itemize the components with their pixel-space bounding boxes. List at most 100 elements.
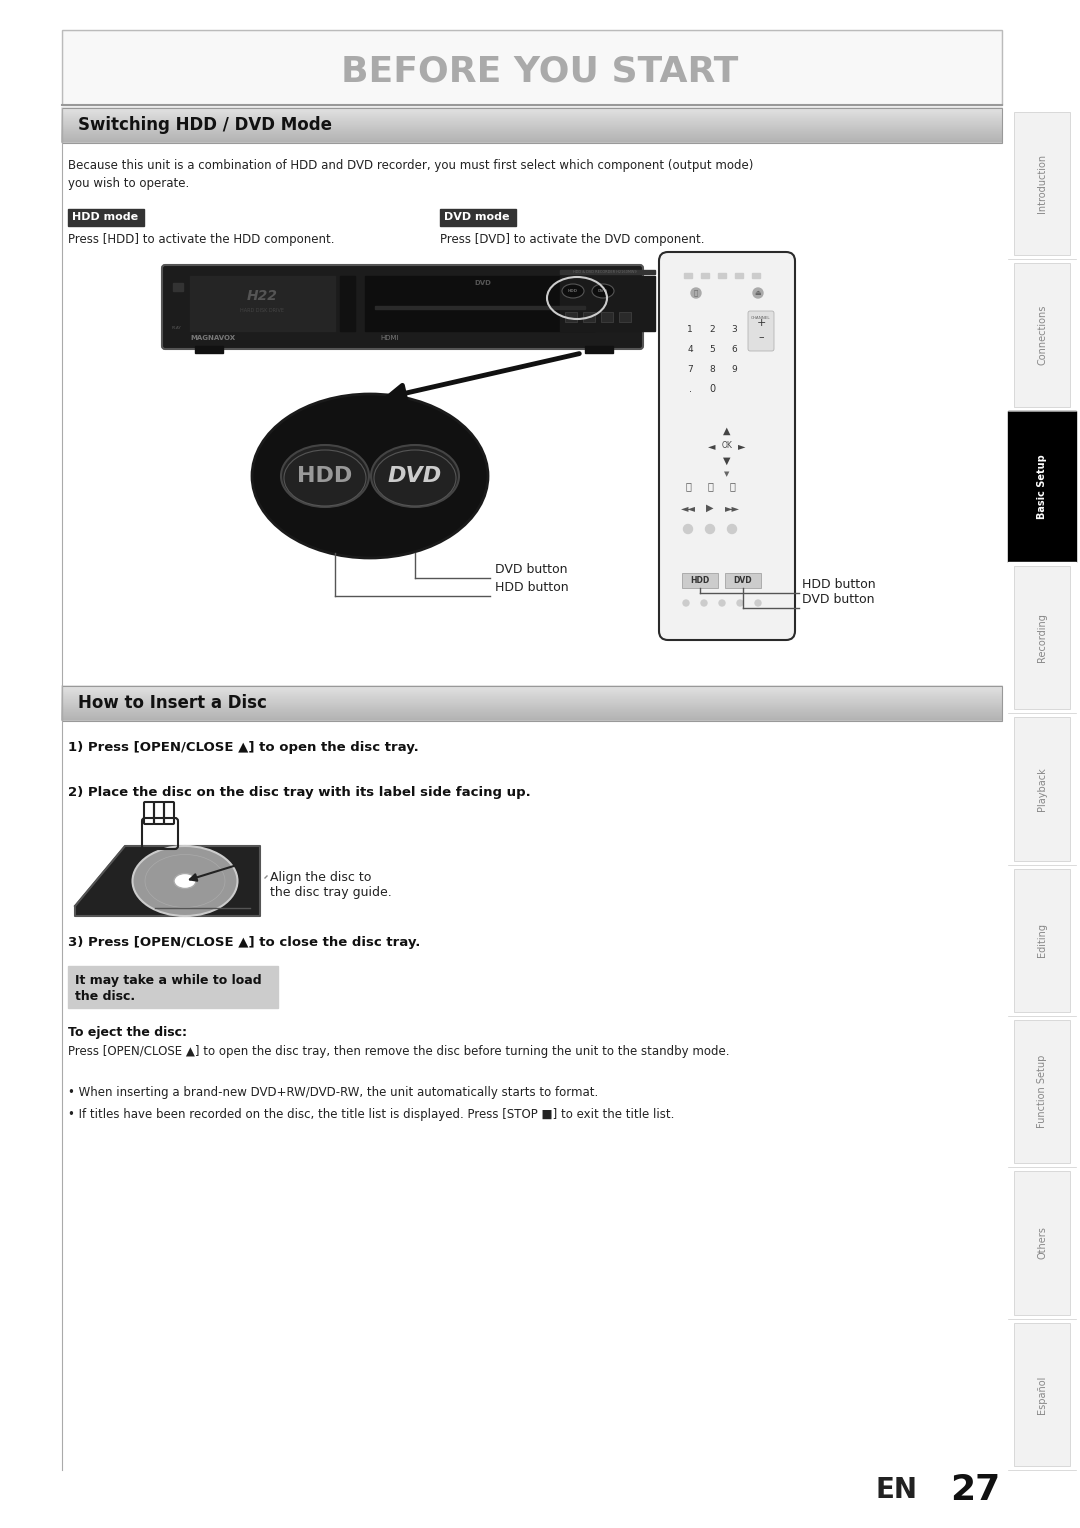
Text: Switching HDD / DVD Mode: Switching HDD / DVD Mode <box>78 116 332 134</box>
Bar <box>684 274 692 278</box>
Text: OK: OK <box>721 442 732 451</box>
Bar <box>600 312 613 322</box>
Bar <box>64 32 1000 102</box>
Text: DVD: DVD <box>598 289 608 293</box>
Bar <box>1014 1021 1070 1163</box>
Circle shape <box>755 601 761 607</box>
Bar <box>725 573 761 588</box>
Text: Connections: Connections <box>1037 304 1047 365</box>
Text: HDD: HDD <box>690 576 710 585</box>
Text: Basic Setup: Basic Setup <box>1037 454 1047 518</box>
Bar <box>1008 1016 1076 1167</box>
Text: Playback: Playback <box>1037 767 1047 811</box>
Text: HARD DISK DRIVE: HARD DISK DRIVE <box>240 307 284 313</box>
Circle shape <box>737 601 743 607</box>
Text: ►: ► <box>739 442 746 451</box>
Bar <box>1008 1167 1076 1319</box>
Text: Español: Español <box>1037 1375 1047 1413</box>
Text: HDD button: HDD button <box>495 581 569 594</box>
Text: BEFORE YOU START: BEFORE YOU START <box>341 55 739 89</box>
Text: 8: 8 <box>710 365 715 373</box>
Circle shape <box>691 287 701 298</box>
Text: ⏻: ⏻ <box>693 290 698 296</box>
Circle shape <box>705 524 715 533</box>
Ellipse shape <box>133 847 238 915</box>
Text: ⏸: ⏸ <box>707 481 713 490</box>
Text: DVD mode: DVD mode <box>444 212 510 223</box>
Text: 5: 5 <box>710 344 715 353</box>
Text: How to Insert a Disc: How to Insert a Disc <box>78 695 267 712</box>
Text: 4: 4 <box>687 344 692 353</box>
FancyBboxPatch shape <box>162 264 643 348</box>
Text: 9: 9 <box>731 365 737 373</box>
Text: Press [HDD] to activate the HDD component.: Press [HDD] to activate the HDD componen… <box>68 232 335 246</box>
Text: 1: 1 <box>687 324 693 333</box>
Text: Others: Others <box>1037 1227 1047 1259</box>
Circle shape <box>684 524 692 533</box>
Text: 7: 7 <box>687 365 693 373</box>
Bar <box>735 274 743 278</box>
Text: Press [OPEN/CLOSE ▲] to open the disc tray, then remove the disc before turning : Press [OPEN/CLOSE ▲] to open the disc tr… <box>68 1045 729 1057</box>
Text: ⏮: ⏮ <box>685 481 691 490</box>
Text: 3: 3 <box>731 324 737 333</box>
Bar <box>1014 565 1070 709</box>
Text: DVD button: DVD button <box>802 593 875 607</box>
Text: DVD: DVD <box>733 576 753 585</box>
Text: Recording: Recording <box>1037 613 1047 662</box>
Text: 6: 6 <box>731 344 737 353</box>
Bar <box>1014 263 1070 406</box>
Text: Function Setup: Function Setup <box>1037 1054 1047 1128</box>
Text: H22: H22 <box>246 289 278 303</box>
Text: Press [DVD] to activate the DVD component.: Press [DVD] to activate the DVD componen… <box>440 232 704 246</box>
Text: ⏭: ⏭ <box>729 481 734 490</box>
Bar <box>62 686 1002 721</box>
Bar <box>195 345 222 353</box>
Text: 2) Place the disc on the disc tray with its label side facing up.: 2) Place the disc on the disc tray with … <box>68 785 530 799</box>
Text: +: + <box>756 318 766 329</box>
Text: 2: 2 <box>710 324 715 333</box>
Text: PLAY: PLAY <box>172 325 181 330</box>
Text: • When inserting a brand-new DVD+RW/DVD-RW, the unit automatically starts to for: • When inserting a brand-new DVD+RW/DVD-… <box>68 1086 598 1099</box>
Bar <box>1014 717 1070 860</box>
Text: CHANNEL: CHANNEL <box>751 316 771 319</box>
Text: ◄◄: ◄◄ <box>680 503 696 513</box>
Bar <box>375 306 585 309</box>
Text: HDD & DVD RECORDER H2160MW9: HDD & DVD RECORDER H2160MW9 <box>573 270 637 274</box>
Text: Editing: Editing <box>1037 923 1047 958</box>
Bar <box>173 283 183 290</box>
Text: 1) Press [OPEN/CLOSE ▲] to open the disc tray.: 1) Press [OPEN/CLOSE ▲] to open the disc… <box>68 741 419 753</box>
Bar <box>62 108 1002 144</box>
Text: Align the disc to
the disc tray guide.: Align the disc to the disc tray guide. <box>270 871 392 898</box>
Bar <box>565 312 577 322</box>
Bar <box>340 277 355 332</box>
Bar <box>718 274 726 278</box>
Bar <box>68 966 278 1008</box>
Text: HDD mode: HDD mode <box>72 212 138 223</box>
Text: .: . <box>689 384 691 394</box>
Text: 0: 0 <box>708 384 715 394</box>
Bar <box>701 274 708 278</box>
Text: HDMI: HDMI <box>380 335 399 341</box>
Text: DVD button: DVD button <box>495 562 567 576</box>
Bar <box>190 277 335 332</box>
Bar <box>561 277 654 332</box>
Bar <box>1014 1323 1070 1465</box>
Text: ◄: ◄ <box>708 442 716 451</box>
Text: ▲: ▲ <box>724 426 731 435</box>
Bar <box>585 345 613 353</box>
Text: DVD: DVD <box>474 280 491 286</box>
Bar <box>681 573 718 588</box>
Bar <box>1008 108 1076 260</box>
Text: To eject the disc:: To eject the disc: <box>68 1025 187 1039</box>
Text: Introduction: Introduction <box>1037 154 1047 214</box>
Text: –: – <box>758 332 764 342</box>
Text: ►►: ►► <box>725 503 740 513</box>
Bar <box>561 270 654 274</box>
Bar <box>440 209 516 226</box>
Text: 3) Press [OPEN/CLOSE ▲] to close the disc tray.: 3) Press [OPEN/CLOSE ▲] to close the dis… <box>68 937 420 949</box>
Bar <box>1008 865 1076 1016</box>
Text: ⏏: ⏏ <box>755 290 761 296</box>
Text: It may take a while to load: It may take a while to load <box>75 973 261 987</box>
Bar <box>619 312 631 322</box>
FancyBboxPatch shape <box>748 312 774 351</box>
